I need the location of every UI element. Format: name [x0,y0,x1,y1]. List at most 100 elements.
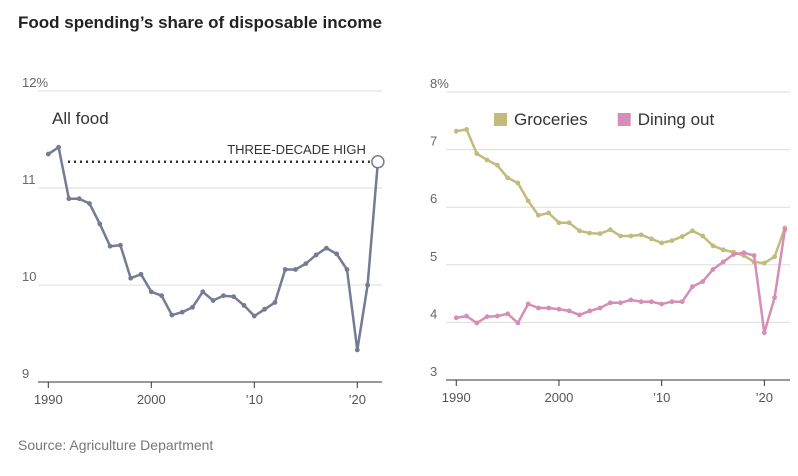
data-point [525,301,531,307]
data-point [700,233,706,239]
data-point [494,162,500,168]
data-point [220,293,226,299]
data-point [710,267,716,272]
data-point [577,312,582,318]
x-tick-label: ’10 [653,390,670,405]
data-point [648,236,654,242]
data-point [618,300,623,306]
data-point [200,289,206,295]
data-point [313,252,319,258]
legend-label: All food [52,109,109,128]
data-point [772,254,777,260]
data-point [577,228,582,234]
x-tick-label: 1990 [34,392,63,407]
data-point [720,247,726,253]
data-point [659,301,665,307]
data-point [587,230,593,236]
data-point [128,275,134,281]
data-point [344,267,350,272]
y-tick-label: 9 [22,366,29,381]
data-point [690,284,695,290]
data-point [354,347,360,353]
data-point [334,251,340,257]
data-point [587,308,593,314]
data-point [66,196,72,202]
y-tick-label: 11 [22,172,36,187]
data-point [648,299,654,305]
data-point [262,306,267,312]
data-point [76,196,82,202]
legend-swatch [617,113,631,126]
data-point [484,314,490,320]
data-point [761,260,767,266]
data-point [107,243,113,249]
data-point [782,227,788,233]
data-point [272,300,278,305]
data-point [536,212,541,218]
data-point [453,315,459,321]
data-point [231,294,237,300]
y-tick-label: 5 [430,249,437,264]
data-point [56,144,61,150]
data-point [464,127,469,132]
data-point [210,298,216,303]
data-point [731,252,736,257]
y-tick-label: 4 [430,306,437,321]
legend-label: Groceries [514,110,588,129]
x-tick-label: 2000 [137,392,166,407]
data-point [282,267,288,272]
data-point [323,245,329,251]
x-tick-label: 2000 [544,390,573,405]
data-point [371,155,385,169]
data-point [669,299,675,305]
data-point [566,308,572,314]
data-point [772,295,777,301]
data-point [453,128,459,134]
data-point [474,320,480,326]
series-line [456,229,787,335]
source: Source: Agriculture Department [18,437,213,453]
y-tick-label: 12% [22,75,48,90]
data-point [148,289,154,295]
data-point [700,279,706,284]
data-point [474,151,480,157]
data-point [607,227,613,233]
data-point [464,313,469,319]
data-point [536,305,541,311]
data-point [679,234,685,239]
data-point [159,293,164,299]
data-point [761,330,767,336]
x-tick-label: 1990 [442,390,471,405]
y-tick-label: 7 [430,134,437,149]
data-point [525,198,531,204]
annotation: THREE-DECADE HIGH [227,142,366,157]
data-point [515,180,521,186]
x-tick-label: ’20 [349,392,366,407]
data-point [607,300,613,306]
data-point [628,297,634,303]
data-point [751,253,757,258]
data-point [741,250,747,256]
y-tick-label: 10 [22,269,36,284]
data-point [97,221,103,227]
data-point [566,220,572,226]
data-point [638,232,644,238]
data-point [659,240,665,246]
data-point [597,305,603,311]
data-point [484,157,490,163]
data-point [293,267,298,272]
data-point [45,151,51,157]
data-point [546,305,552,311]
data-point [690,228,695,234]
y-tick-label: 6 [430,191,437,206]
data-point [169,312,175,318]
data-point [628,233,634,239]
x-tick-label: ’10 [246,392,263,407]
chart-title: Food spending’s share of disposable inco… [18,13,382,32]
data-point [546,210,552,216]
data-point [556,306,562,312]
data-point [179,309,185,315]
data-point [138,271,144,277]
